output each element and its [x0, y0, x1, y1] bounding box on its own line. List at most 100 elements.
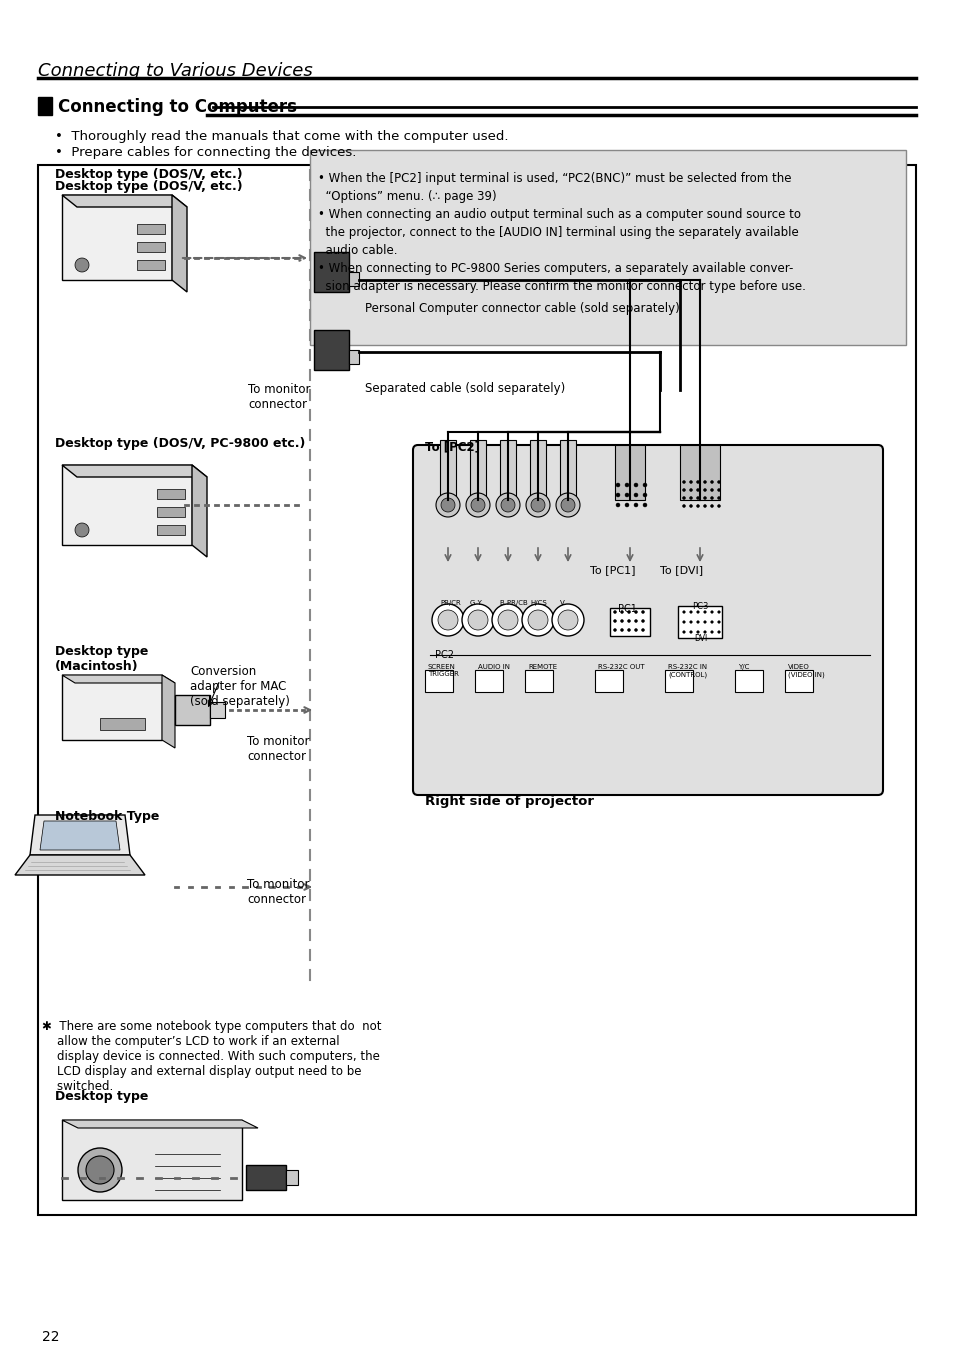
Circle shape — [634, 503, 638, 507]
Circle shape — [710, 489, 713, 492]
Circle shape — [702, 497, 706, 500]
Bar — [137, 259, 165, 270]
Circle shape — [717, 611, 720, 613]
Circle shape — [521, 604, 554, 636]
Bar — [664, 670, 692, 692]
Bar — [559, 440, 576, 500]
Text: Separated cable (sold separately): Separated cable (sold separately) — [365, 382, 565, 394]
Text: • When connecting an audio output terminal such as a computer sound source to: • When connecting an audio output termin… — [317, 208, 801, 222]
Circle shape — [710, 504, 713, 508]
Circle shape — [624, 503, 628, 507]
Text: • When connecting to PC-9800 Series computers, a separately available conver-: • When connecting to PC-9800 Series comp… — [317, 262, 793, 276]
Text: SCREEN
TRIGGER: SCREEN TRIGGER — [428, 663, 458, 677]
FancyBboxPatch shape — [310, 150, 905, 345]
Polygon shape — [62, 1120, 257, 1128]
Circle shape — [717, 504, 720, 508]
Circle shape — [527, 611, 547, 630]
Circle shape — [634, 493, 638, 497]
Bar — [246, 1165, 286, 1190]
Circle shape — [640, 611, 644, 613]
Circle shape — [558, 611, 578, 630]
Circle shape — [703, 631, 705, 634]
Text: PC1: PC1 — [618, 604, 637, 613]
Bar — [530, 440, 545, 500]
Bar — [349, 350, 358, 363]
Circle shape — [75, 523, 89, 536]
Bar — [62, 195, 172, 280]
Circle shape — [497, 611, 517, 630]
Bar — [424, 670, 453, 692]
Bar — [439, 440, 456, 500]
Circle shape — [468, 611, 488, 630]
Text: Notebook Type: Notebook Type — [55, 811, 159, 823]
Circle shape — [634, 620, 637, 623]
Circle shape — [465, 493, 490, 517]
Circle shape — [75, 258, 89, 272]
Circle shape — [717, 631, 720, 634]
Circle shape — [702, 504, 706, 508]
Bar — [609, 608, 649, 636]
Circle shape — [717, 620, 720, 623]
Text: •  Prepare cables for connecting the devices.: • Prepare cables for connecting the devi… — [55, 146, 356, 159]
Circle shape — [556, 493, 579, 517]
Circle shape — [624, 484, 628, 486]
Text: DVI: DVI — [693, 634, 706, 643]
Text: Desktop type (DOS/V, PC-9800 etc.): Desktop type (DOS/V, PC-9800 etc.) — [55, 436, 305, 450]
Bar — [157, 507, 185, 517]
Circle shape — [689, 481, 692, 484]
Text: • When the [PC2] input terminal is used, “PC2(BNC)” must be selected from the: • When the [PC2] input terminal is used,… — [317, 172, 791, 185]
Bar — [349, 272, 358, 286]
Polygon shape — [62, 195, 187, 207]
Circle shape — [642, 484, 646, 486]
Text: “Options” menu. (∴ page 39): “Options” menu. (∴ page 39) — [317, 190, 497, 203]
Circle shape — [689, 504, 692, 508]
Circle shape — [717, 481, 720, 484]
Bar — [137, 242, 165, 253]
Bar — [475, 670, 502, 692]
Circle shape — [613, 620, 616, 623]
Circle shape — [471, 499, 484, 512]
Text: RS-232C IN
(CONTROL): RS-232C IN (CONTROL) — [667, 663, 706, 677]
Bar — [314, 330, 349, 370]
Text: H/CS: H/CS — [530, 600, 546, 607]
Bar — [62, 465, 192, 544]
Circle shape — [627, 611, 630, 613]
Circle shape — [78, 1148, 122, 1192]
Text: Connecting to Various Devices: Connecting to Various Devices — [38, 62, 313, 80]
Polygon shape — [30, 815, 130, 855]
Circle shape — [613, 628, 616, 631]
Text: B PR/CB: B PR/CB — [499, 600, 527, 607]
Bar — [314, 253, 349, 292]
Bar — [678, 607, 721, 638]
Circle shape — [682, 631, 684, 634]
Circle shape — [696, 497, 699, 500]
Circle shape — [616, 503, 619, 507]
Bar — [784, 670, 812, 692]
Text: Conversion
adapter for MAC
(sold separately): Conversion adapter for MAC (sold separat… — [190, 665, 290, 708]
Bar — [470, 440, 485, 500]
Bar — [62, 1120, 242, 1200]
Bar — [210, 703, 225, 717]
Text: ✱  There are some notebook type computers that do  not
    allow the computer’s : ✱ There are some notebook type computers… — [42, 1020, 381, 1093]
Circle shape — [702, 489, 706, 492]
Bar — [137, 224, 165, 234]
Text: To monitor
connector: To monitor connector — [247, 878, 309, 907]
Circle shape — [710, 497, 713, 500]
Text: PC3: PC3 — [691, 603, 708, 611]
Circle shape — [500, 499, 515, 512]
Bar — [157, 489, 185, 499]
Circle shape — [702, 481, 706, 484]
Text: To [PC2]: To [PC2] — [424, 440, 479, 453]
Text: RS-232C OUT: RS-232C OUT — [598, 663, 644, 670]
Bar — [679, 444, 720, 500]
Circle shape — [642, 493, 646, 497]
Circle shape — [619, 620, 623, 623]
Text: Desktop type: Desktop type — [55, 1090, 149, 1102]
Circle shape — [492, 604, 523, 636]
Text: G Y: G Y — [470, 600, 481, 607]
Text: Connecting to Computers: Connecting to Computers — [58, 99, 296, 116]
Bar — [286, 1170, 297, 1185]
Text: Desktop type
(Macintosh): Desktop type (Macintosh) — [55, 644, 149, 673]
Polygon shape — [15, 855, 145, 875]
Circle shape — [682, 611, 684, 613]
